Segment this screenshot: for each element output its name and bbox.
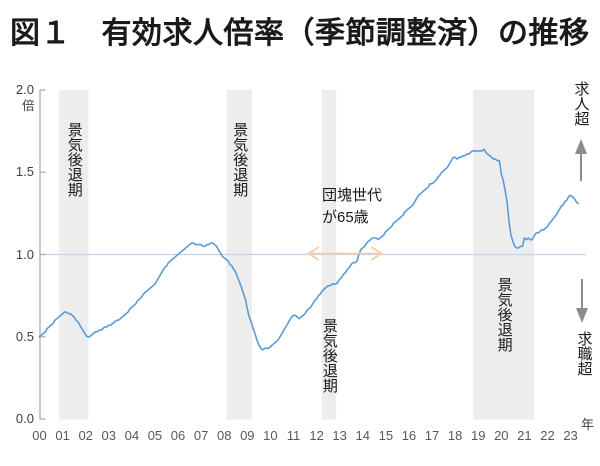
boomer-annotation-line2: が65歳 bbox=[322, 209, 369, 226]
recession-band-label: 景気後退期 bbox=[65, 122, 83, 197]
x-tick-label: 19 bbox=[470, 428, 486, 443]
x-tick-label: 09 bbox=[240, 428, 255, 443]
x-tick-label: 20 bbox=[494, 428, 509, 443]
boomer-range-arrow-left-head-icon bbox=[307, 246, 320, 261]
x-tick-label: 18 bbox=[447, 428, 463, 443]
job-seekers-excess-label: 求職超 bbox=[575, 331, 593, 376]
x-tick-label: 21 bbox=[517, 428, 532, 443]
job-openings-excess-label: 求人超 bbox=[572, 81, 590, 126]
x-tick-label: 01 bbox=[55, 428, 70, 443]
y-tick-label: 0.0 bbox=[15, 411, 34, 426]
x-tick-label: 04 bbox=[124, 428, 140, 443]
x-tick-label: 12 bbox=[309, 428, 324, 443]
recession-band-label: 景気後退期 bbox=[231, 122, 249, 197]
y-unit-label: 倍 bbox=[22, 99, 35, 113]
x-tick-label: 10 bbox=[263, 428, 278, 443]
x-tick-label: 00 bbox=[32, 428, 47, 443]
x-tick-label: 02 bbox=[78, 428, 93, 443]
y-tick-label: 1.5 bbox=[15, 164, 34, 180]
recession-band-label: 景気後退期 bbox=[495, 277, 513, 352]
boomer-annotation-line1: 団塊世代 bbox=[322, 187, 383, 204]
y-tick-label: 2.0 bbox=[15, 82, 34, 97]
x-tick-label: 22 bbox=[540, 428, 555, 443]
x-tick-label: 07 bbox=[193, 428, 209, 443]
down-arrow-icon bbox=[576, 308, 588, 323]
x-tick-label: 08 bbox=[216, 428, 232, 443]
x-tick-label: 03 bbox=[101, 428, 116, 443]
y-tick-label: 0.5 bbox=[15, 328, 34, 344]
x-tick-label: 17 bbox=[424, 428, 440, 443]
x-tick-label: 14 bbox=[355, 428, 370, 443]
recession-band-label: 景気後退期 bbox=[320, 318, 338, 393]
boomer-range-arrow-right-head-icon bbox=[370, 246, 384, 261]
x-tick-label: 11 bbox=[286, 428, 301, 443]
x-tick-label: 15 bbox=[378, 428, 394, 443]
x-tick-label: 23 bbox=[563, 428, 578, 443]
ratio-line-series bbox=[38, 148, 580, 351]
y-tick-label: 1.0 bbox=[15, 246, 34, 262]
x-tick-label: 06 bbox=[170, 428, 186, 443]
x-unit-label: 年 bbox=[581, 417, 595, 432]
x-tick-label: 05 bbox=[147, 428, 163, 443]
x-tick-label: 16 bbox=[401, 428, 417, 443]
up-arrow-icon bbox=[575, 139, 587, 154]
figure-title: 図１ 有効求人倍率（季節調整済）の推移 bbox=[10, 17, 590, 50]
x-tick-label: 13 bbox=[332, 428, 347, 443]
